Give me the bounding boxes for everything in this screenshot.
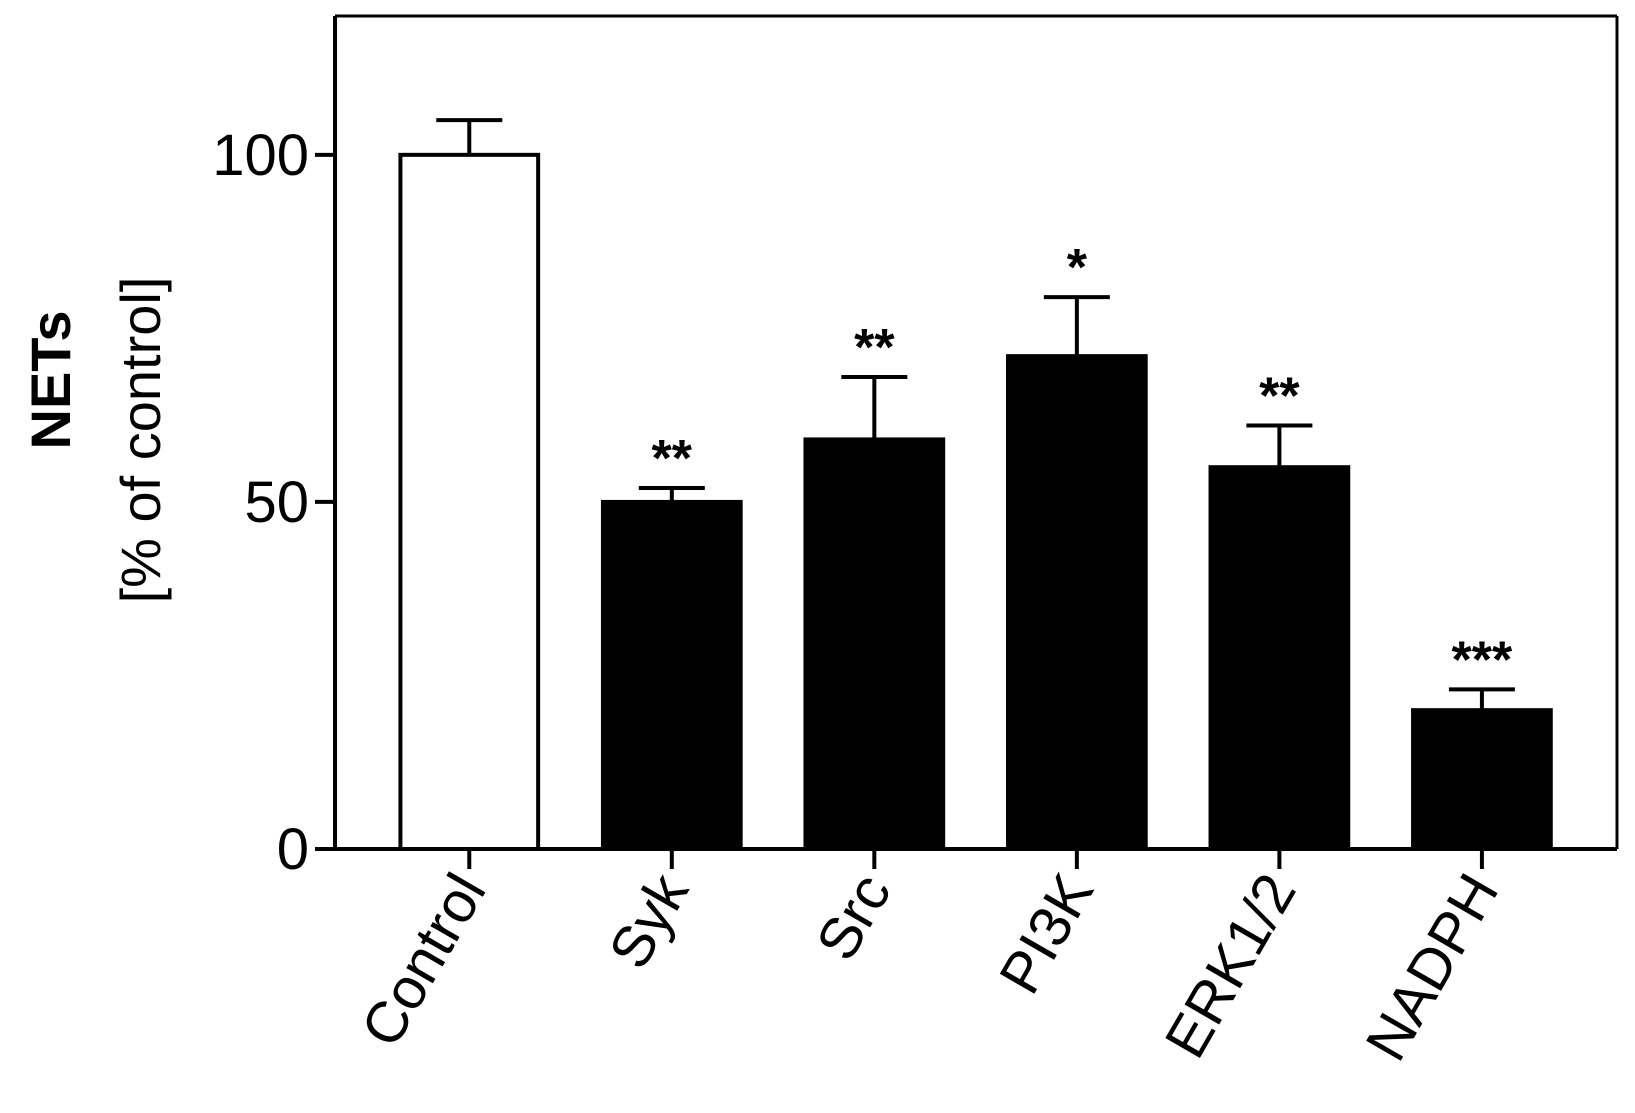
y-label: NETs — [19, 311, 82, 450]
x-tick-label: NADPH — [1353, 863, 1511, 1071]
significance-label: ** — [652, 430, 693, 488]
y-tick-label: 100 — [212, 123, 309, 188]
y-axis-title: NETs — [19, 311, 82, 450]
x-tick-group: PI3K — [987, 863, 1106, 1005]
x-tick-label: Syk — [596, 862, 701, 979]
error-bar — [841, 374, 908, 440]
error-bar — [1448, 687, 1515, 711]
significance-label: * — [1067, 239, 1088, 297]
x-tick-group: Src — [804, 863, 904, 971]
x-tick-label: ERK1/2 — [1152, 863, 1308, 1069]
error-bar — [436, 118, 503, 155]
x-tick-label: PI3K — [987, 863, 1106, 1005]
bar — [1005, 354, 1148, 851]
bar — [398, 152, 541, 852]
x-tick-group: Syk — [596, 862, 701, 979]
y-label-sub: [% of control] — [109, 277, 172, 604]
significance-label: ** — [1259, 368, 1300, 426]
error-bar — [638, 486, 705, 502]
significance-label: *** — [1452, 631, 1513, 689]
y-axis-subtitle: [% of control] — [109, 277, 172, 604]
bar — [1208, 465, 1351, 851]
error-bar — [1246, 423, 1313, 468]
x-tick-group: Control — [349, 863, 499, 1057]
bar — [803, 437, 946, 851]
x-tick-group: NADPH — [1353, 863, 1511, 1071]
y-tick-label: 50 — [244, 470, 309, 535]
x-tick-label: Src — [804, 863, 904, 971]
significance-label: ** — [854, 319, 895, 377]
x-tick-label: Control — [349, 863, 499, 1057]
error-bar — [1043, 295, 1110, 357]
bar — [1411, 708, 1553, 852]
y-tick-label: 0 — [277, 817, 309, 882]
bar — [600, 499, 743, 851]
x-tick-group: ERK1/2 — [1152, 863, 1308, 1069]
